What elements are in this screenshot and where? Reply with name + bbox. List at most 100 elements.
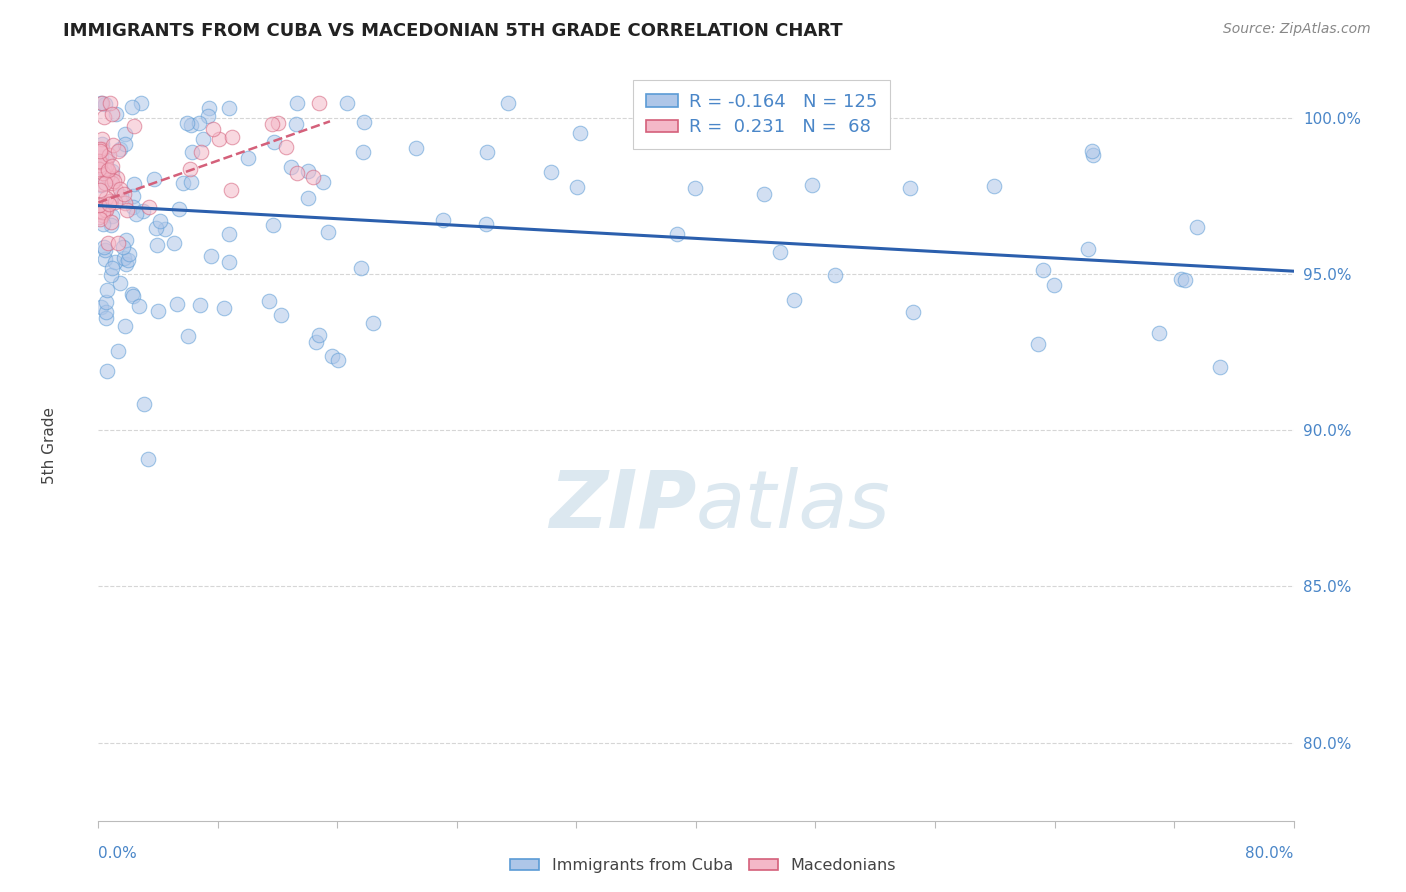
Point <box>94 304 117 318</box>
Point <box>153 222 176 236</box>
Point <box>93 162 115 177</box>
Point <box>898 180 921 194</box>
Point <box>90 131 112 145</box>
Point <box>179 161 201 176</box>
Point <box>188 116 211 130</box>
Point <box>145 221 167 235</box>
Point <box>96 364 118 378</box>
Point <box>89 211 111 226</box>
Point <box>262 117 284 131</box>
Point <box>104 107 127 121</box>
Point <box>94 96 117 111</box>
Point <box>125 206 148 220</box>
Point <box>683 180 706 194</box>
Point <box>104 255 127 269</box>
Point <box>569 126 592 140</box>
Point <box>101 261 124 276</box>
Point <box>112 251 135 265</box>
Point <box>89 154 111 169</box>
Point <box>101 177 124 191</box>
Point <box>181 145 204 160</box>
Point <box>1170 272 1192 286</box>
Point <box>1081 144 1104 158</box>
Point <box>97 195 120 210</box>
Point <box>107 144 129 158</box>
Point <box>983 178 1005 193</box>
Point <box>101 107 124 121</box>
Point <box>274 140 297 154</box>
Legend: Immigrants from Cuba, Macedonians: Immigrants from Cuba, Macedonians <box>503 852 903 880</box>
Point <box>180 175 202 189</box>
Point <box>115 257 138 271</box>
Point <box>94 311 117 326</box>
Point <box>117 252 139 267</box>
Point <box>98 194 121 208</box>
Point <box>122 178 145 192</box>
Point <box>146 304 169 318</box>
Point <box>665 227 688 242</box>
Point <box>117 203 139 218</box>
Point <box>94 202 117 217</box>
Point <box>280 160 302 174</box>
Point <box>108 142 131 156</box>
Point <box>121 189 143 203</box>
Point <box>110 189 132 203</box>
Point <box>108 182 131 196</box>
Point <box>105 171 128 186</box>
Point <box>349 260 371 275</box>
Point <box>101 169 124 183</box>
Point <box>90 178 112 192</box>
Point <box>114 195 136 210</box>
Point <box>267 116 290 130</box>
Point <box>89 145 111 159</box>
Point <box>114 127 136 141</box>
Point <box>104 195 127 210</box>
Point <box>96 151 118 165</box>
Point <box>352 145 374 159</box>
Point <box>361 316 384 330</box>
Point <box>132 204 155 219</box>
Point <box>89 199 111 213</box>
Point <box>768 244 790 259</box>
Point <box>128 300 150 314</box>
Point <box>98 95 121 110</box>
Point <box>800 178 823 193</box>
Point <box>285 117 308 131</box>
Point <box>90 177 112 191</box>
Point <box>180 118 202 132</box>
Point <box>824 268 846 282</box>
Point <box>198 102 221 116</box>
Point <box>1026 337 1049 351</box>
Point <box>565 180 588 194</box>
Text: 5th Grade: 5th Grade <box>42 408 56 484</box>
Point <box>214 301 236 315</box>
Point <box>475 145 498 160</box>
Point <box>326 352 349 367</box>
Point <box>101 164 124 178</box>
Point <box>1147 326 1170 340</box>
Point <box>498 95 520 110</box>
Point <box>93 240 115 254</box>
Point <box>285 166 308 180</box>
Point <box>336 95 359 110</box>
Point <box>93 110 115 124</box>
Point <box>190 145 212 160</box>
Point <box>236 151 259 165</box>
Point <box>89 155 111 169</box>
Point <box>297 191 319 205</box>
Point <box>90 95 112 110</box>
Point <box>107 344 129 359</box>
Point <box>1209 359 1232 374</box>
Point <box>94 295 117 310</box>
Point <box>122 119 145 133</box>
Point <box>1185 219 1208 234</box>
Point <box>90 95 112 110</box>
Point <box>90 300 112 314</box>
Point <box>100 214 122 228</box>
Point <box>103 174 125 188</box>
Point <box>318 225 340 239</box>
Point <box>221 129 243 144</box>
Text: Source: ZipAtlas.com: Source: ZipAtlas.com <box>1223 22 1371 37</box>
Point <box>208 131 231 145</box>
Point <box>540 164 562 178</box>
